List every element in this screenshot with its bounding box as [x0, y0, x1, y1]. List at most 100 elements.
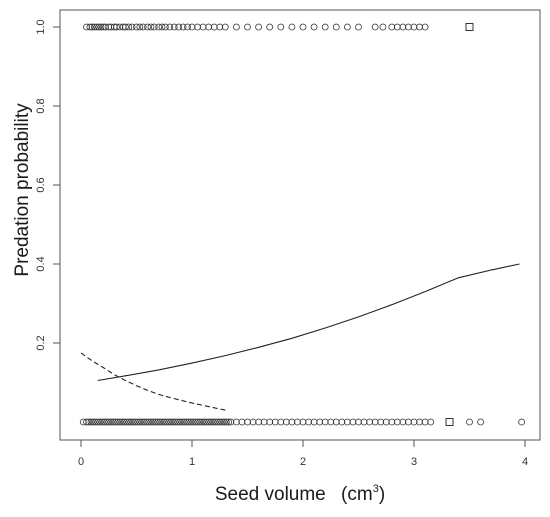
data-point-circle: [176, 418, 184, 426]
data-point-square: [445, 418, 454, 426]
data-point-circle: [299, 418, 307, 426]
data-point-circle: [244, 418, 251, 426]
data-point-circle: [158, 23, 166, 31]
x-tick-label: 2: [300, 456, 306, 468]
data-point-circle: [85, 418, 93, 426]
data-point-circle: [174, 418, 181, 426]
data-point-circle: [175, 23, 183, 31]
data-point-circle: [266, 23, 274, 31]
data-point-circle: [427, 418, 435, 426]
data-point-circle: [244, 23, 251, 31]
data-point-circle: [255, 23, 263, 31]
y-tick-label: 1.0: [35, 19, 47, 34]
data-point-circle: [167, 418, 175, 426]
data-point-circle: [109, 418, 117, 426]
data-point-circle: [89, 418, 97, 426]
y-tick-label: 0.4: [35, 256, 47, 271]
data-point-circle: [144, 23, 152, 31]
data-point-circle: [86, 23, 94, 31]
data-point-circle: [211, 418, 219, 426]
y-axis-title: Predation probability: [12, 103, 33, 277]
data-point-circle: [79, 418, 87, 426]
data-point-circle: [221, 23, 229, 31]
data-point-circle: [288, 23, 296, 31]
data-point-circle: [223, 418, 230, 426]
data-point-circle: [360, 418, 368, 426]
data-point-circle: [154, 418, 161, 426]
data-point-circle: [266, 418, 274, 426]
y-tick-label: 0.2: [35, 335, 47, 350]
solid-fit-curve: [97, 263, 520, 382]
data-point-circle: [205, 23, 213, 31]
data-point-circle: [310, 23, 318, 31]
data-point-circle: [371, 23, 379, 31]
data-point-circle: [100, 418, 108, 426]
data-point-circle: [271, 418, 279, 426]
data-point-circle: [143, 418, 150, 426]
data-point-circle: [421, 418, 429, 426]
data-point-circle: [410, 418, 418, 426]
data-point-circle: [90, 23, 98, 31]
data-point-circle: [187, 418, 195, 426]
data-point-circle: [97, 23, 105, 31]
data-point-circle: [332, 23, 340, 31]
data-point-circle: [165, 418, 173, 426]
data-point-circle: [125, 23, 133, 31]
x-axis-unit-superscript: 3: [373, 483, 379, 495]
x-tick-label: 0: [78, 456, 84, 468]
data-point-circle: [112, 418, 119, 426]
data-point-circle: [122, 23, 129, 31]
data-point-circle: [194, 418, 201, 426]
data-point-circle: [95, 23, 103, 31]
x-tick-label: 4: [522, 456, 528, 468]
data-point-circle: [87, 418, 95, 426]
data-point-circle: [93, 23, 100, 31]
data-point-circle: [316, 418, 324, 426]
data-point-circle: [327, 418, 335, 426]
dashed-fit-curve: [80, 352, 226, 411]
data-point-circle: [119, 23, 127, 31]
data-point-circle: [227, 418, 235, 426]
data-point-circle: [155, 23, 163, 31]
data-point-circle: [123, 418, 130, 426]
data-point-circle: [277, 23, 285, 31]
data-point-circle: [294, 418, 301, 426]
data-point-circle: [98, 418, 106, 426]
data-point-circle: [184, 23, 191, 31]
data-point-circle: [166, 23, 174, 31]
data-point-circle: [232, 23, 240, 31]
data-point-circle: [183, 418, 190, 426]
data-point-circle: [477, 418, 485, 426]
data-point-circle: [200, 418, 208, 426]
data-point-circle: [194, 23, 201, 31]
data-points: [79, 23, 526, 426]
data-point-circle: [120, 418, 128, 426]
data-point-circle: [129, 418, 137, 426]
data-point-circle: [92, 418, 99, 426]
data-point-circle: [209, 418, 217, 426]
data-point-circle: [151, 418, 159, 426]
data-point-circle: [382, 418, 390, 426]
data-point-circle: [218, 418, 226, 426]
data-point-circle: [127, 418, 135, 426]
data-point-circle: [321, 418, 329, 426]
data-point-circle: [185, 418, 193, 426]
data-point-circle: [178, 418, 186, 426]
data-point-circle: [310, 418, 318, 426]
data-point-circle: [110, 23, 118, 31]
data-point-circle: [238, 418, 246, 426]
data-point-circle: [399, 418, 407, 426]
data-point-circle: [220, 418, 228, 426]
y-tick-label: 0.6: [35, 177, 47, 192]
data-point-circle: [156, 418, 164, 426]
x-axis-unit-text: (cm: [341, 484, 373, 505]
data-point-circle: [393, 23, 401, 31]
data-point-circle: [249, 418, 257, 426]
x-axis-unit-close: ): [379, 484, 385, 505]
data-point-circle: [416, 418, 423, 426]
data-point-circle: [133, 23, 140, 31]
data-point-circle: [377, 418, 385, 426]
data-point-circle: [399, 23, 407, 31]
data-point-circle: [140, 418, 148, 426]
data-point-circle: [147, 23, 155, 31]
